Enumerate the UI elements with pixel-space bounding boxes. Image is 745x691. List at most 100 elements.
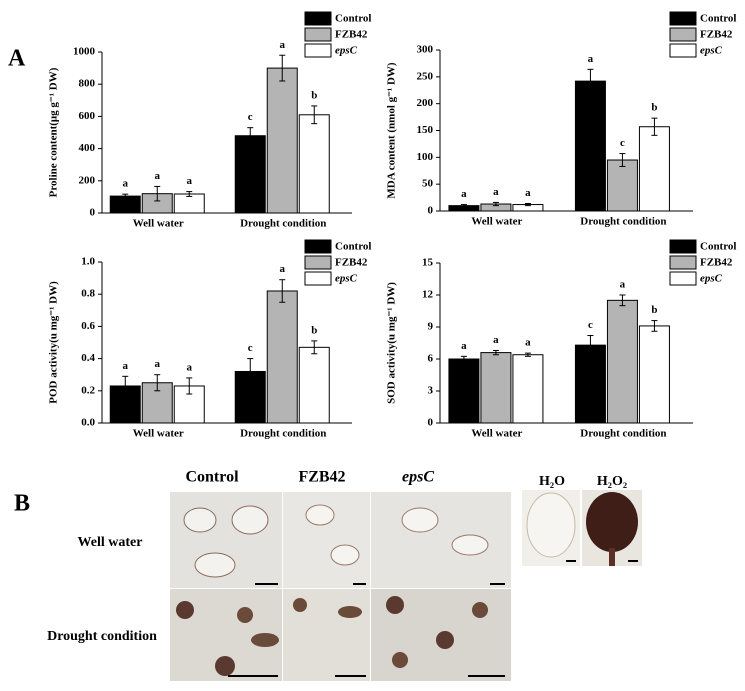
legend-label: FZB42 — [700, 29, 733, 41]
y-tick-label: 300 — [417, 44, 434, 56]
stain-label: H₂O₂ — [597, 474, 627, 489]
legend-swatch — [304, 239, 332, 254]
y-tick-label: 50 — [422, 178, 434, 190]
legend-label: epsC — [700, 273, 723, 285]
legend-label: Control — [335, 13, 371, 25]
legend-label: Control — [335, 241, 371, 253]
y-tick-label: 1000 — [73, 46, 96, 58]
bar — [234, 135, 266, 214]
y-tick-label: 0.0 — [81, 417, 95, 429]
x-tick-label: Well water — [133, 218, 184, 230]
significance-letter: a — [588, 53, 594, 65]
column-label: FZB42 — [298, 469, 345, 486]
x-tick-label: Drought condition — [580, 216, 666, 228]
y-tick-label: 0.2 — [81, 384, 95, 396]
significance-letter: a — [620, 279, 626, 291]
significance-letter: a — [280, 39, 286, 51]
bar — [109, 195, 141, 214]
significance-letter: a — [123, 360, 129, 372]
y-tick-label: 600 — [79, 110, 96, 122]
legend-label: FZB42 — [335, 257, 368, 269]
y-tick-label: 0.8 — [81, 288, 95, 300]
column-label: epsC — [402, 469, 434, 486]
legend-swatch — [304, 27, 332, 42]
y-tick-label: 150 — [417, 124, 434, 136]
y-tick-label: 0.6 — [81, 320, 95, 332]
stain-label: H₂O — [539, 474, 565, 489]
significance-letter: b — [651, 102, 657, 114]
legend-label: FZB42 — [335, 29, 368, 41]
legend-swatch — [669, 255, 697, 270]
x-tick-label: Well water — [471, 428, 522, 440]
y-axis-label: POD activity(u mg⁻¹ DW) — [48, 281, 60, 404]
row-label: Well water — [78, 535, 143, 550]
bar — [480, 352, 512, 424]
significance-letter: a — [280, 263, 286, 275]
bar — [574, 344, 606, 424]
x-tick-label: Drought condition — [240, 428, 326, 440]
y-tick-label: 9 — [428, 321, 434, 333]
y-tick-label: 0 — [428, 417, 434, 429]
significance-letter: a — [461, 188, 467, 200]
legend-swatch — [669, 271, 697, 286]
legend-swatch — [304, 43, 332, 58]
y-axis-label: Proline content(μg g⁻¹ DW) — [48, 67, 60, 197]
y-tick-label: 200 — [79, 174, 96, 186]
y-tick-label: 3 — [428, 385, 434, 397]
significance-letter: a — [123, 178, 129, 190]
significance-letter: b — [311, 324, 317, 336]
significance-letter: a — [187, 175, 193, 187]
x-tick-label: Drought condition — [580, 428, 666, 440]
significance-letter: c — [248, 111, 253, 123]
stain-photos — [522, 490, 642, 566]
legend-swatch — [669, 43, 697, 58]
significance-letter: c — [248, 342, 253, 354]
bar — [606, 159, 638, 212]
bar — [448, 358, 480, 424]
bar — [266, 290, 298, 424]
significance-letter: a — [187, 361, 193, 373]
significance-letter: a — [461, 340, 467, 352]
y-tick-label: 0 — [90, 207, 96, 219]
y-tick-label: 6 — [428, 353, 434, 365]
bar — [266, 67, 298, 214]
y-tick-label: 12 — [422, 289, 434, 301]
y-tick-label: 400 — [79, 142, 96, 154]
significance-letter: b — [311, 89, 317, 101]
legend-swatch — [669, 11, 697, 26]
bar — [574, 80, 606, 212]
legend-label: Control — [700, 241, 736, 253]
bar — [298, 346, 330, 424]
legend-swatch — [304, 271, 332, 286]
x-tick-label: Well water — [471, 216, 522, 228]
row-label: Drought condition — [47, 629, 157, 644]
y-tick-label: 15 — [422, 257, 434, 269]
legend-label: FZB42 — [700, 257, 733, 269]
x-tick-label: Drought condition — [240, 218, 326, 230]
bar — [606, 299, 638, 424]
significance-letter: a — [525, 337, 531, 349]
bar — [638, 126, 670, 212]
legend-swatch — [669, 239, 697, 254]
significance-letter: a — [155, 170, 161, 182]
y-tick-label: 800 — [79, 78, 96, 90]
bar — [141, 382, 173, 424]
y-tick-label: 200 — [417, 97, 434, 109]
bar — [638, 325, 670, 424]
legend-swatch — [669, 27, 697, 42]
legend-label: epsC — [335, 45, 358, 57]
legend-label: Control — [700, 13, 736, 25]
significance-letter: c — [588, 319, 593, 331]
y-tick-label: 0.4 — [81, 352, 95, 364]
significance-letter: a — [525, 187, 531, 199]
significance-letter: a — [493, 334, 499, 346]
bar — [298, 114, 330, 214]
y-axis-label: SOD activity(u mg⁻¹ DW) — [386, 282, 398, 404]
significance-letter: a — [155, 358, 161, 370]
significance-letter: b — [651, 304, 657, 316]
y-tick-label: 1.0 — [81, 256, 95, 268]
significance-letter: c — [620, 137, 625, 149]
y-axis-label: MDA content (nmol g⁻¹ DW) — [386, 62, 398, 199]
legend-label: epsC — [700, 45, 723, 57]
